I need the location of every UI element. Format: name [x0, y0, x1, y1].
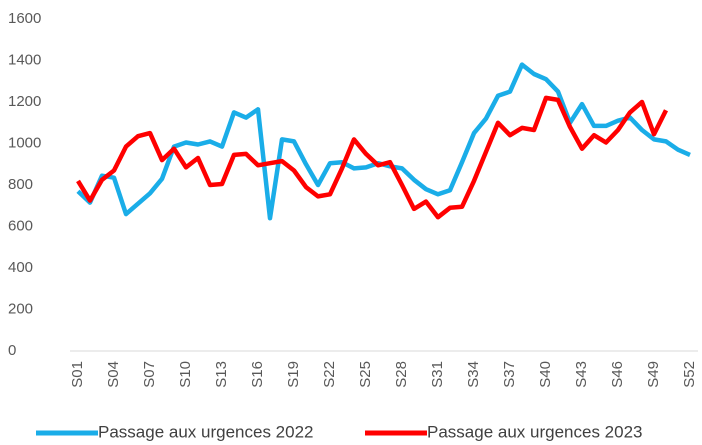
- x-tick-label: S16: [249, 361, 266, 388]
- x-tick-label: S01: [69, 361, 86, 388]
- y-tick-label: 200: [8, 300, 33, 317]
- y-tick-label: 0: [8, 342, 16, 359]
- y-tick-label: 400: [8, 259, 33, 276]
- x-tick-label: S52: [681, 361, 698, 388]
- x-tick-label: S28: [393, 361, 410, 388]
- x-tick-label: S25: [357, 361, 374, 388]
- x-tick-label: S10: [177, 361, 194, 388]
- x-tick-label: S04: [105, 361, 122, 388]
- x-tick-label: S34: [465, 361, 482, 388]
- x-tick-label: S49: [645, 361, 662, 388]
- x-tick-label: S31: [429, 361, 446, 388]
- series-line: [76, 62, 691, 221]
- y-tick-label: 1000: [8, 134, 41, 151]
- y-tick-label: 600: [8, 217, 33, 234]
- x-tick-label: S13: [213, 361, 230, 388]
- x-tick-label: S22: [321, 361, 338, 388]
- x-tick-label: S19: [285, 361, 302, 388]
- legend-label: Passage aux urgences 2023: [427, 422, 643, 441]
- y-tick-label: 1600: [8, 10, 41, 27]
- x-tick-label: S43: [573, 361, 590, 388]
- legend-label: Passage aux urgences 2022: [98, 422, 314, 441]
- x-tick-label: S46: [609, 361, 626, 388]
- x-tick-label: S07: [141, 361, 158, 388]
- x-tick-label: S40: [537, 361, 554, 388]
- y-tick-label: 800: [8, 176, 33, 193]
- x-tick-label: S37: [501, 361, 518, 388]
- y-tick-label: 1200: [8, 93, 41, 110]
- series-line: [76, 95, 669, 220]
- y-tick-label: 1400: [8, 51, 41, 68]
